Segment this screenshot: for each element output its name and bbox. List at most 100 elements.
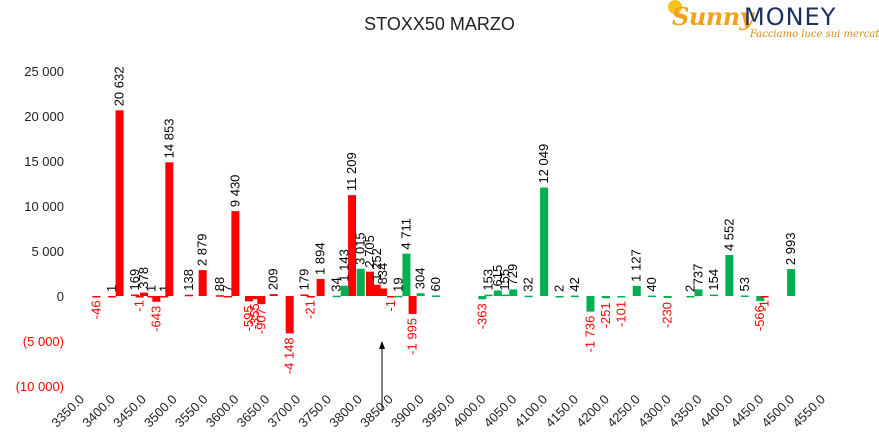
bar-data-label: 1 143 [337,249,352,282]
x-tick-label: 3700.0 [265,392,304,431]
put-bar [223,295,232,298]
call-bar [478,296,487,300]
x-tick-label: 3850.0 [357,392,396,431]
call-bar [586,296,595,312]
bar-data-label: -101 [613,301,628,327]
bar-data-label: 209 [266,268,281,290]
x-tick-label: 3900.0 [388,392,427,431]
y-tick-label: 10 000 [24,199,64,214]
put-bar [198,270,207,296]
bar-data-label: 53 [737,277,752,291]
call-bar [787,269,796,296]
call-bar [356,268,365,296]
sun-icon [668,0,682,14]
bar-data-label: -1 [132,300,147,312]
bar-data-label: 1 [156,285,171,292]
bar-data-label: -1 [383,300,398,312]
put-bar [378,288,387,296]
put-bar [251,296,260,300]
put-bar [257,296,266,305]
bar-data-label: -355 [247,303,262,329]
call-bar [524,295,533,298]
put-bar [115,110,124,296]
bar-data-label: 729 [505,264,520,286]
bar-data-label: 4 711 [398,218,413,250]
x-tick-label: 3750.0 [295,392,334,431]
bar-data-label: 34 [329,277,344,291]
sunny-money-logo: Sunny MONEY Facciamo luce sui mercati [668,0,879,44]
put-bar [139,292,148,296]
bar-data-label: 20 632 [112,67,127,107]
put-bar [348,195,357,296]
bar-data-label: 138 [181,269,196,291]
logo-brand-money: MONEY [744,3,837,31]
bar-data-label: 155 [497,269,512,291]
bar-data-label: 615 [490,265,505,287]
call-bar [632,285,641,296]
put-bar [285,296,294,334]
x-tick-label: 4000.0 [450,392,489,431]
call-bar [694,289,703,296]
bar-data-label: 32 [521,277,536,291]
bar-data-label: 42 [567,277,582,291]
y-tick-label: (5 000) [23,334,64,349]
call-bar [340,285,349,296]
bar-data-label: 1 252 [369,248,384,281]
bar-data-label: 737 [691,264,706,286]
bar-data-label: -4 148 [282,337,297,374]
call-bar [740,295,749,298]
call-bar [601,296,610,299]
put-bar [306,296,315,298]
bar-data-label: 1 894 [313,242,328,275]
bar-data-label: 14 853 [161,119,176,159]
y-tick-label: (10 000) [16,379,64,394]
y-tick-label: 25 000 [24,64,64,79]
x-tick-label: 3950.0 [419,392,458,431]
call-bar [555,295,564,298]
put-bar [92,296,101,298]
bar-data-label: 3 015 [353,232,368,265]
bar-data-label: 4 552 [721,218,736,251]
put-bar [365,271,374,296]
call-bar [709,294,718,297]
put-bar [386,296,395,298]
bar-data-label: 2 [552,285,567,292]
call-bar [756,296,765,302]
x-tick-label: 3650.0 [234,392,273,431]
put-bar [316,278,325,296]
bar-data-label: 19 [390,277,405,291]
bar-data-label: 1 [143,285,158,292]
call-bar [394,295,403,298]
bar-data-label: -595 [241,305,256,331]
bar-data-label: -251 [598,302,613,328]
bar-data-label: 7 [220,285,235,292]
bar-data-label: 2 [682,285,697,292]
x-tick-label: 3450.0 [110,392,149,431]
bar-data-label: 834 [375,263,390,285]
bar-data-label: -46 [88,300,103,319]
x-tick-label: 4500.0 [759,392,798,431]
put-bar [760,296,769,298]
bar-data-label: 2 993 [783,233,798,266]
bar-data-label: 1 127 [629,249,644,282]
bar-data-label: 154 [706,269,721,291]
bar-data-label: 2 879 [195,234,210,267]
bar-data-label: -566 [752,305,767,331]
bar-data-label: -230 [660,302,675,328]
call-bar [402,253,411,296]
bar-data-label: -1 [757,300,772,312]
annotation-arrow-head [379,341,386,349]
bar-data-label: 12 049 [536,144,551,184]
x-tick-label: 4200.0 [573,392,612,431]
logo-brand-sunny: Sunny [672,2,754,31]
call-bar [493,290,502,296]
y-tick-label: 5 000 [31,244,64,259]
put-bar [131,294,140,296]
call-bar [617,296,626,298]
y-tick-label: 15 000 [24,154,64,169]
call-bar [686,295,695,298]
logo-tagline: Facciamo luce sui mercati [750,29,879,40]
chart-title: STOXX50 MARZO [364,14,515,34]
put-bar [244,296,253,302]
